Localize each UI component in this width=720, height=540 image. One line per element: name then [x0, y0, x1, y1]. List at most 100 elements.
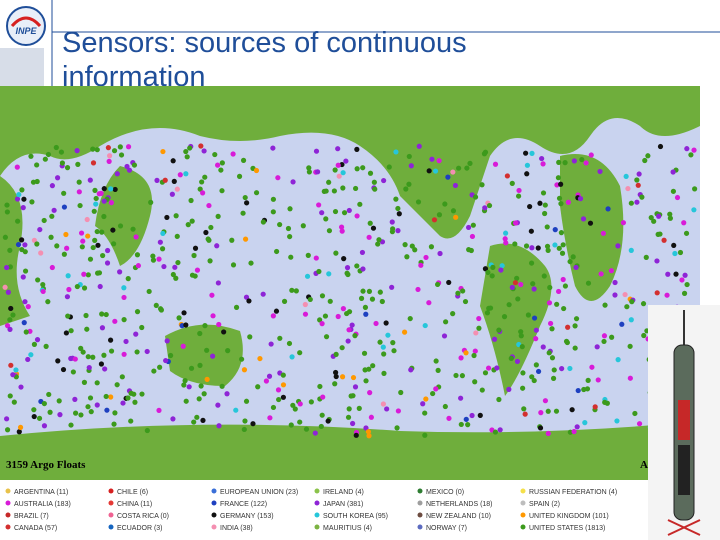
float-dot — [367, 220, 373, 226]
float-dot — [639, 194, 645, 200]
float-dot — [530, 281, 536, 287]
float-dot — [333, 250, 339, 256]
float-dot — [367, 390, 373, 396]
legend-swatch — [5, 524, 11, 530]
float-dot — [556, 195, 563, 201]
float-dot — [624, 304, 630, 310]
float-dot — [197, 186, 203, 192]
float-dot — [601, 338, 607, 345]
float-dot — [187, 145, 193, 151]
float-dot — [519, 344, 525, 350]
float-dot — [564, 339, 570, 346]
float-dot — [198, 383, 204, 389]
float-dot — [688, 152, 694, 158]
float-dot — [327, 298, 333, 304]
float-dot — [531, 315, 538, 321]
float-dot — [94, 402, 100, 408]
float-dot — [544, 224, 550, 230]
float-dot — [13, 367, 19, 373]
float-dot — [552, 242, 558, 248]
float-dot — [482, 266, 489, 272]
float-dot — [57, 412, 63, 418]
float-dot — [558, 230, 564, 236]
float-dot — [19, 187, 25, 193]
float-dot — [175, 259, 181, 266]
float-dot — [499, 263, 505, 269]
float-dot — [368, 414, 374, 420]
float-dot — [506, 386, 512, 392]
float-dot — [319, 210, 325, 216]
float-dot — [306, 169, 312, 175]
float-dot — [119, 374, 125, 380]
float-dot — [492, 429, 499, 435]
float-dot — [636, 171, 642, 177]
float-dot — [376, 237, 382, 243]
float-dot — [338, 224, 345, 230]
float-dot — [573, 316, 580, 322]
float-dot — [270, 404, 277, 411]
float-dot — [224, 391, 230, 397]
float-dot — [60, 366, 67, 373]
float-dot — [150, 253, 156, 259]
float-dot — [81, 285, 88, 291]
float-dot — [339, 345, 345, 351]
float-dot — [408, 163, 414, 169]
float-dot — [339, 374, 346, 380]
float-dot — [552, 227, 558, 233]
float-dot — [277, 335, 283, 341]
float-dot — [139, 324, 145, 331]
float-dot — [73, 410, 79, 416]
float-dot — [135, 263, 142, 269]
float-dot — [191, 252, 197, 259]
float-dot — [47, 409, 53, 415]
float-dot — [108, 337, 114, 343]
float-dot — [458, 395, 464, 401]
float-dot — [636, 421, 643, 427]
float-dot — [99, 311, 105, 317]
float-dot — [629, 299, 635, 305]
float-dot — [287, 233, 293, 240]
float-dot — [242, 418, 248, 424]
legend-label: SPAIN (2) — [529, 501, 560, 508]
float-dot — [336, 173, 342, 179]
float-dot — [503, 240, 509, 246]
float-dot — [583, 160, 589, 166]
float-dot — [65, 273, 71, 279]
float-dot — [573, 264, 579, 271]
float-dot — [38, 250, 44, 256]
float-dot — [128, 418, 134, 424]
float-dot — [429, 156, 435, 162]
float-dot — [683, 230, 690, 236]
float-dot — [76, 179, 82, 185]
float-dot — [221, 329, 227, 335]
float-dot — [471, 352, 477, 359]
float-dot — [367, 170, 374, 176]
float-dot — [275, 175, 281, 181]
float-dot — [97, 283, 103, 290]
float-dot — [114, 171, 120, 177]
float-dot — [20, 205, 26, 211]
float-dot — [416, 143, 422, 149]
float-dot — [317, 317, 323, 323]
float-dot — [558, 181, 564, 187]
float-dot — [240, 210, 246, 216]
float-dot — [343, 158, 349, 164]
float-dot — [126, 167, 133, 173]
float-dot — [512, 280, 519, 286]
float-dot — [5, 289, 11, 295]
float-dot — [303, 426, 310, 432]
float-dot — [551, 367, 557, 373]
float-dot — [682, 272, 688, 278]
float-dot — [672, 250, 678, 257]
float-dot — [87, 177, 93, 183]
float-dot — [394, 425, 400, 431]
float-dot — [84, 216, 90, 223]
float-dot — [540, 344, 546, 350]
float-dot — [28, 352, 34, 358]
float-dot — [358, 295, 365, 301]
float-dot — [170, 271, 176, 278]
float-dot — [579, 156, 585, 163]
float-dot — [22, 299, 28, 305]
float-dot — [446, 415, 452, 421]
float-dot — [533, 362, 539, 368]
